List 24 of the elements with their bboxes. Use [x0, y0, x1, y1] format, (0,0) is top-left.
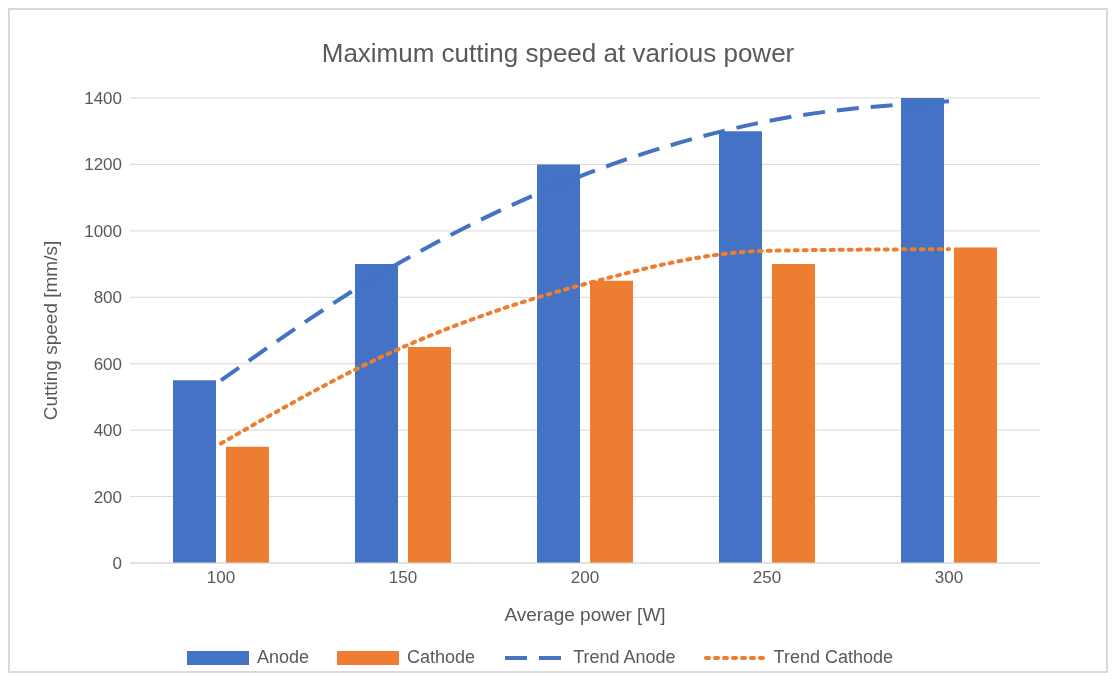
legend-label: Anode — [257, 647, 310, 668]
x-tick-label: 200 — [570, 568, 600, 588]
bar — [772, 264, 815, 563]
y-tick-label: 1200 — [84, 155, 122, 175]
y-tick-label: 800 — [93, 288, 122, 308]
y-tick-label: 200 — [93, 487, 122, 507]
legend-label: Trend Anode — [573, 647, 676, 668]
y-tick-label: 600 — [93, 354, 122, 374]
x-tick-label: 100 — [206, 568, 236, 588]
x-axis-title: Average power [W] — [504, 604, 666, 625]
legend-label: Trend Cathode — [773, 647, 893, 668]
chart-title: Maximum cutting speed at various power — [320, 37, 796, 70]
x-tick-label: 300 — [934, 568, 964, 588]
bar — [173, 380, 216, 563]
x-tick-label: 250 — [752, 568, 782, 588]
legend-label: Cathode — [407, 647, 476, 668]
bar — [226, 446, 269, 563]
bar — [954, 247, 997, 563]
y-tick-label: 1000 — [84, 221, 122, 241]
y-tick-label: 1400 — [84, 89, 122, 109]
y-tick-label: 400 — [93, 421, 122, 441]
x-tick-label: 150 — [388, 568, 418, 588]
y-axis-title: Cutting speed [mm/s] — [39, 240, 61, 421]
y-tick-label: 0 — [112, 554, 122, 574]
